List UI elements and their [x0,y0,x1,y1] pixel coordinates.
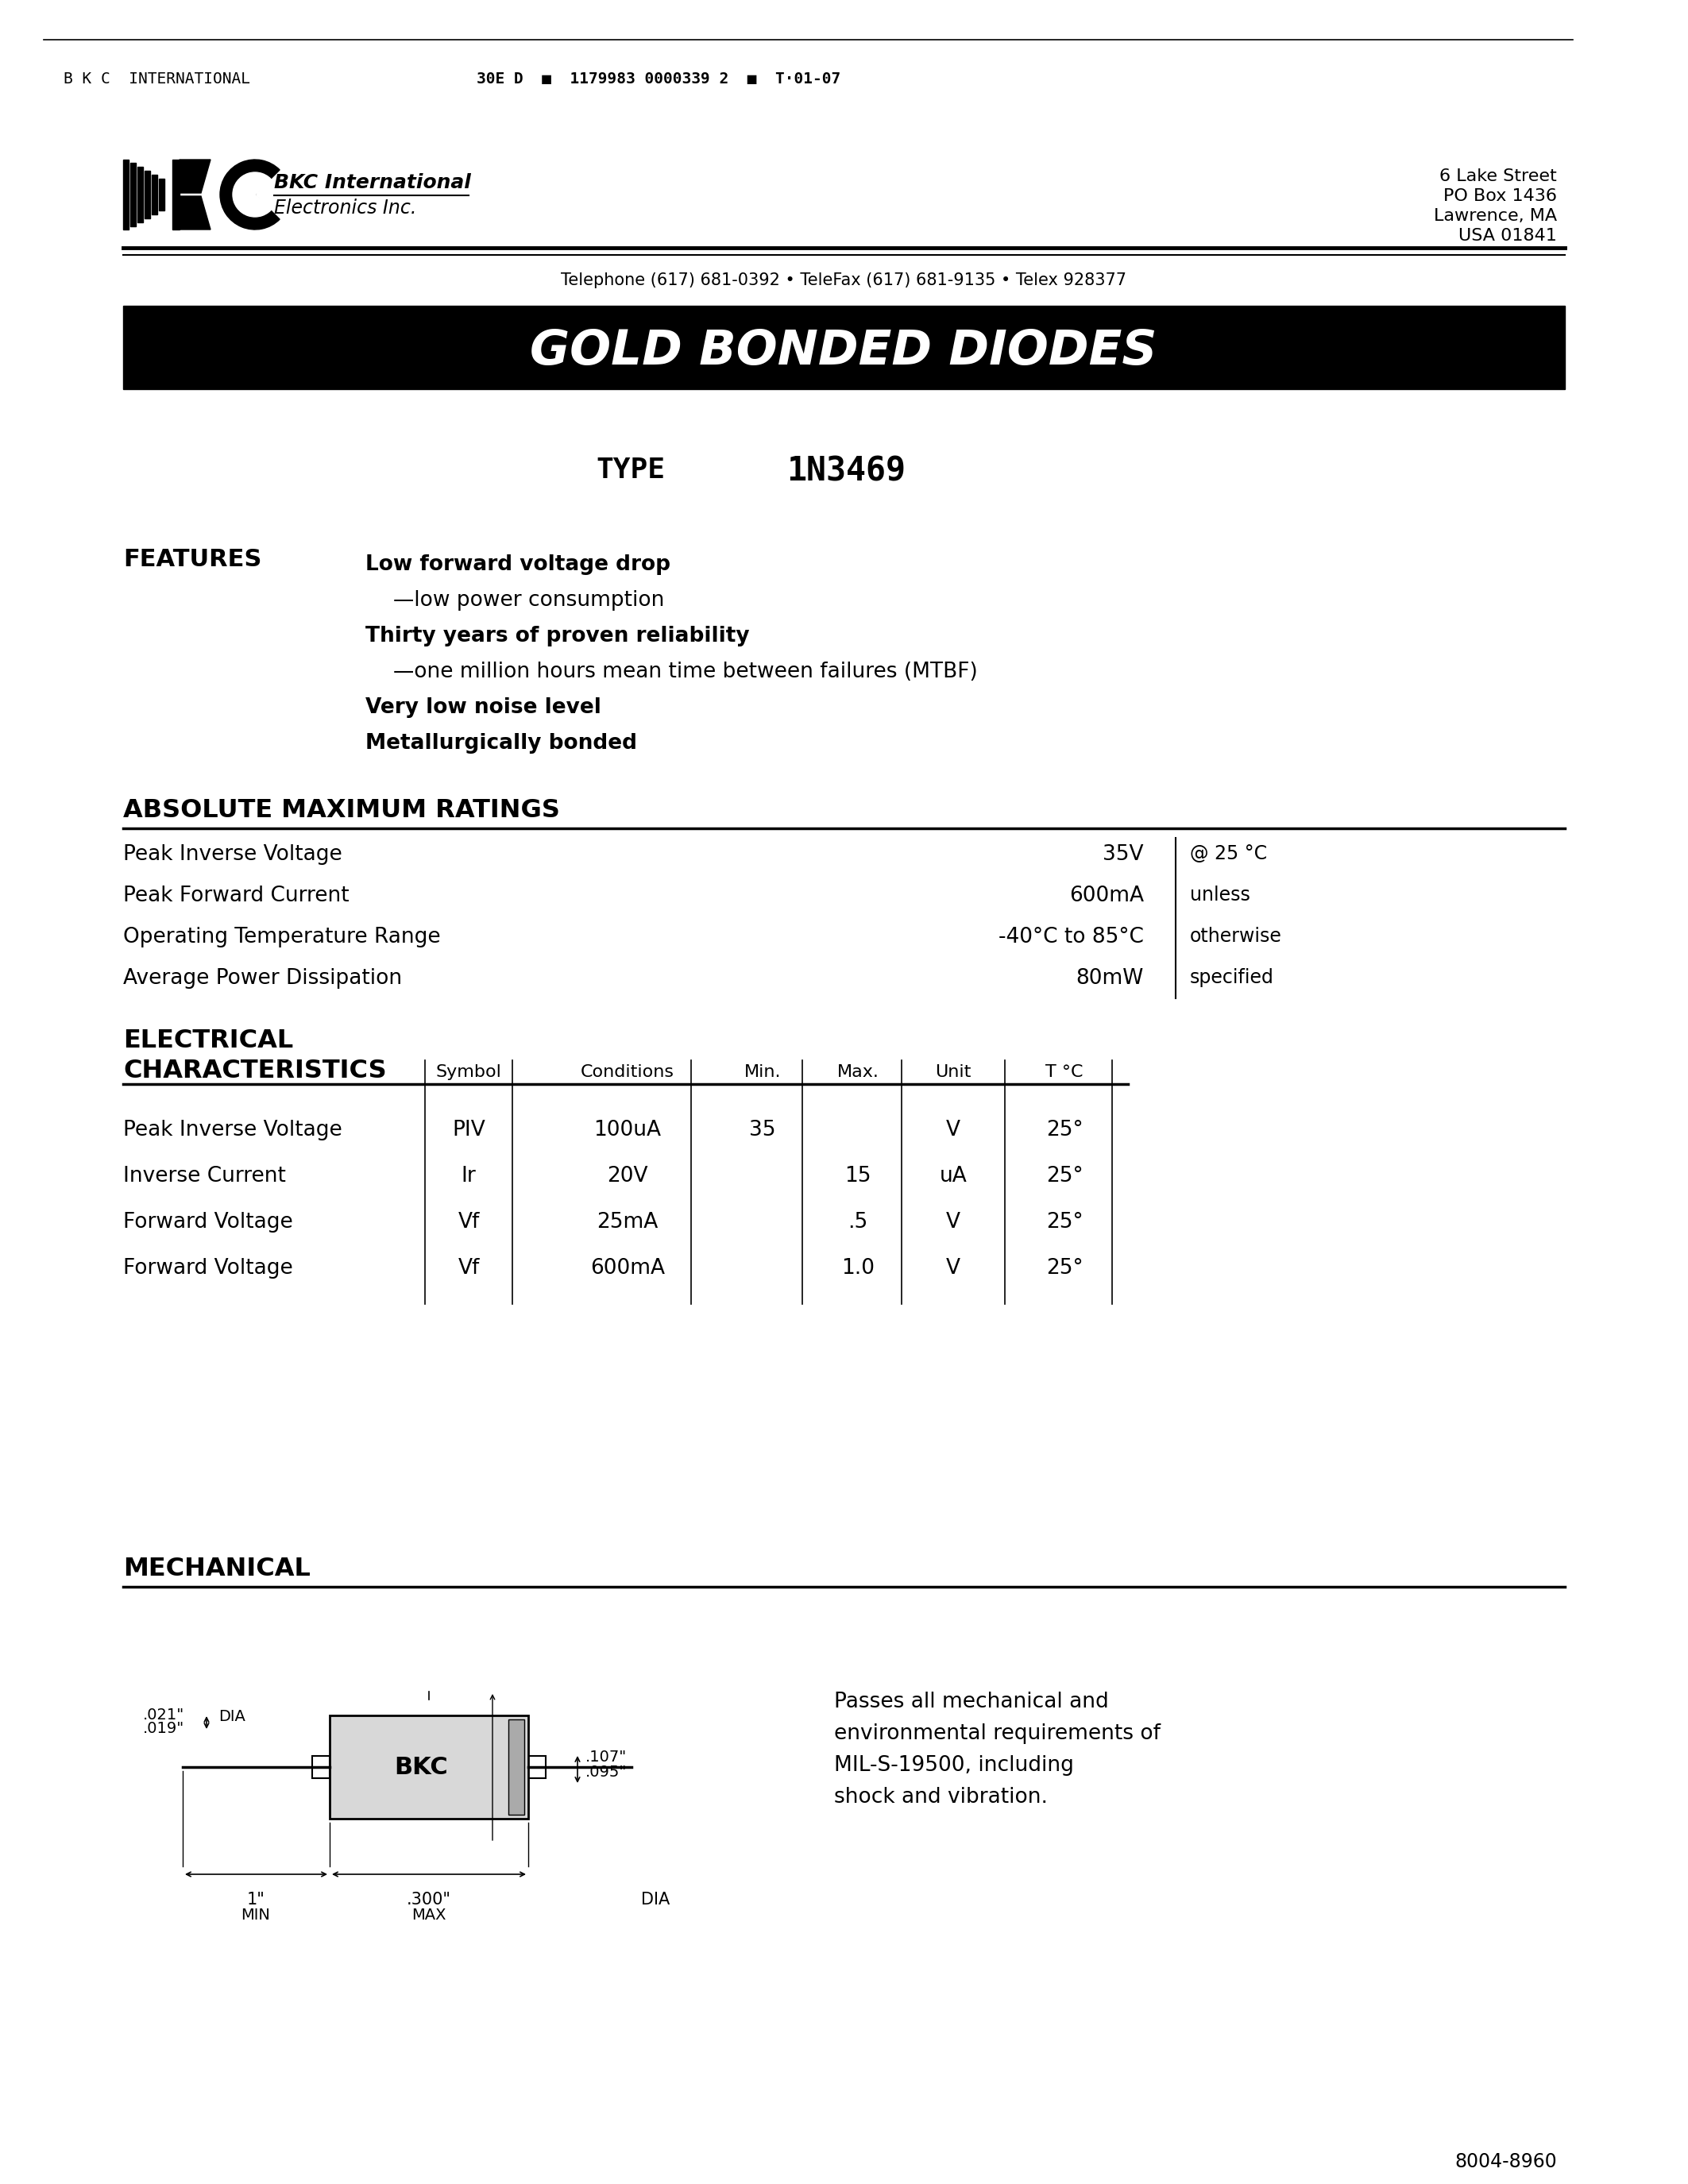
Text: Symbol: Symbol [436,1064,501,1081]
Text: CHARACTERISTICS: CHARACTERISTICS [123,1059,387,1083]
Text: Forward Voltage: Forward Voltage [123,1258,294,1278]
Bar [329,1714,528,1819]
Text: .300": .300" [407,1891,451,1907]
Bar [159,179,164,210]
Text: 20V: 20V [608,1166,648,1186]
Text: DIA: DIA [218,1710,245,1723]
Text: ELECTRICAL: ELECTRICAL [123,1029,294,1053]
Text: uA: uA [940,1166,967,1186]
Text: Ir: Ir [461,1166,476,1186]
Text: T °C: T °C [1045,1064,1084,1081]
Text: USA 01841: USA 01841 [1458,227,1556,245]
Text: Peak Inverse Voltage: Peak Inverse Voltage [123,1120,343,1140]
Text: 35: 35 [749,1120,776,1140]
Text: Vf: Vf [457,1212,479,1232]
Text: Unit: Unit [935,1064,971,1081]
Text: 8004-8960: 8004-8960 [1455,2151,1556,2171]
Text: ABSOLUTE MAXIMUM RATINGS: ABSOLUTE MAXIMUM RATINGS [123,797,560,823]
Text: DIA: DIA [641,1891,670,1907]
Bar [152,175,157,214]
Text: GOLD BONDED DIODES: GOLD BONDED DIODES [530,328,1158,373]
Text: Conditions: Conditions [581,1064,675,1081]
Text: Min.: Min. [744,1064,782,1081]
Text: 25°: 25° [1047,1120,1084,1140]
Text: Low forward voltage drop: Low forward voltage drop [365,555,670,574]
Bar [123,306,1565,389]
Text: V: V [945,1212,960,1232]
Polygon shape [179,159,211,192]
Text: V: V [945,1120,960,1140]
Text: Lawrence, MA: Lawrence, MA [1433,207,1556,225]
Text: 30E D  ■  1179983 0000339 2  ■  T·01-07: 30E D ■ 1179983 0000339 2 ■ T·01-07 [476,72,841,87]
Text: Max.: Max. [837,1064,879,1081]
Text: PIV: PIV [452,1120,484,1140]
Text: Average Power Dissipation: Average Power Dissipation [123,968,402,989]
Bar [508,1719,525,1815]
Text: MAX: MAX [412,1907,446,1922]
Text: BKC: BKC [393,1756,447,1778]
Text: —one million hours mean time between failures (MTBF): —one million hours mean time between fai… [393,662,977,681]
Text: Metallurgically bonded: Metallurgically bonded [365,734,636,753]
Text: Telephone (617) 681-0392 • TeleFax (617) 681-9135 • Telex 928377: Telephone (617) 681-0392 • TeleFax (617)… [560,273,1126,288]
Text: Vf: Vf [457,1258,479,1278]
Text: B K C  INTERNATIONAL: B K C INTERNATIONAL [64,72,250,87]
Text: 25°: 25° [1047,1258,1084,1278]
Text: 25mA: 25mA [598,1212,658,1232]
Text: Thirty years of proven reliability: Thirty years of proven reliability [365,627,749,646]
Text: Passes all mechanical and
environmental requirements of
MIL-S-19500, including
s: Passes all mechanical and environmental … [834,1693,1161,1808]
Text: Peak Forward Current: Peak Forward Current [123,885,349,906]
Text: Electronics Inc.: Electronics Inc. [273,199,417,218]
Text: Operating Temperature Range: Operating Temperature Range [123,926,441,948]
Bar [130,164,135,227]
Text: Peak Inverse Voltage: Peak Inverse Voltage [123,845,343,865]
Text: 1N3469: 1N3469 [787,454,905,487]
Text: .5: .5 [847,1212,868,1232]
Wedge shape [219,159,280,229]
Text: 15: 15 [844,1166,871,1186]
Polygon shape [179,197,211,229]
Text: 25°: 25° [1047,1166,1084,1186]
Text: —low power consumption: —low power consumption [393,590,665,612]
Text: 100uA: 100uA [594,1120,662,1140]
Text: 1.0: 1.0 [841,1258,874,1278]
Text: PO Box 1436: PO Box 1436 [1443,188,1556,203]
Text: 6 Lake Street: 6 Lake Street [1440,168,1556,183]
Text: .021": .021" [143,1708,184,1723]
Text: otherwise: otherwise [1190,926,1281,946]
Text: MECHANICAL: MECHANICAL [123,1557,311,1581]
Text: 80mW: 80mW [1075,968,1144,989]
Text: V: V [945,1258,960,1278]
Bar [528,1756,545,1778]
Text: Very low noise level: Very low noise level [365,697,601,719]
Text: 600mA: 600mA [591,1258,665,1278]
Text: .019": .019" [143,1721,184,1736]
Wedge shape [233,173,273,216]
Text: @ 25 °C: @ 25 °C [1190,845,1268,863]
Bar [137,166,143,223]
Text: 25°: 25° [1047,1212,1084,1232]
Text: Inverse Current: Inverse Current [123,1166,285,1186]
Bar [145,170,150,218]
Text: FEATURES: FEATURES [123,548,262,570]
Text: Forward Voltage: Forward Voltage [123,1212,294,1232]
Text: BKC International: BKC International [273,173,471,192]
Text: specified: specified [1190,968,1274,987]
Text: 600mA: 600mA [1069,885,1144,906]
Text: 35V: 35V [1102,845,1144,865]
Bar [312,1756,329,1778]
Bar [172,159,179,229]
Text: MIN: MIN [241,1907,270,1922]
Text: .095": .095" [586,1765,626,1780]
Text: .107": .107" [586,1749,626,1765]
Text: -40°C to 85°C: -40°C to 85°C [999,926,1144,948]
Text: unless: unless [1190,885,1251,904]
Bar [123,159,128,229]
Text: 1": 1" [246,1891,265,1907]
Text: TYPE: TYPE [596,456,665,483]
